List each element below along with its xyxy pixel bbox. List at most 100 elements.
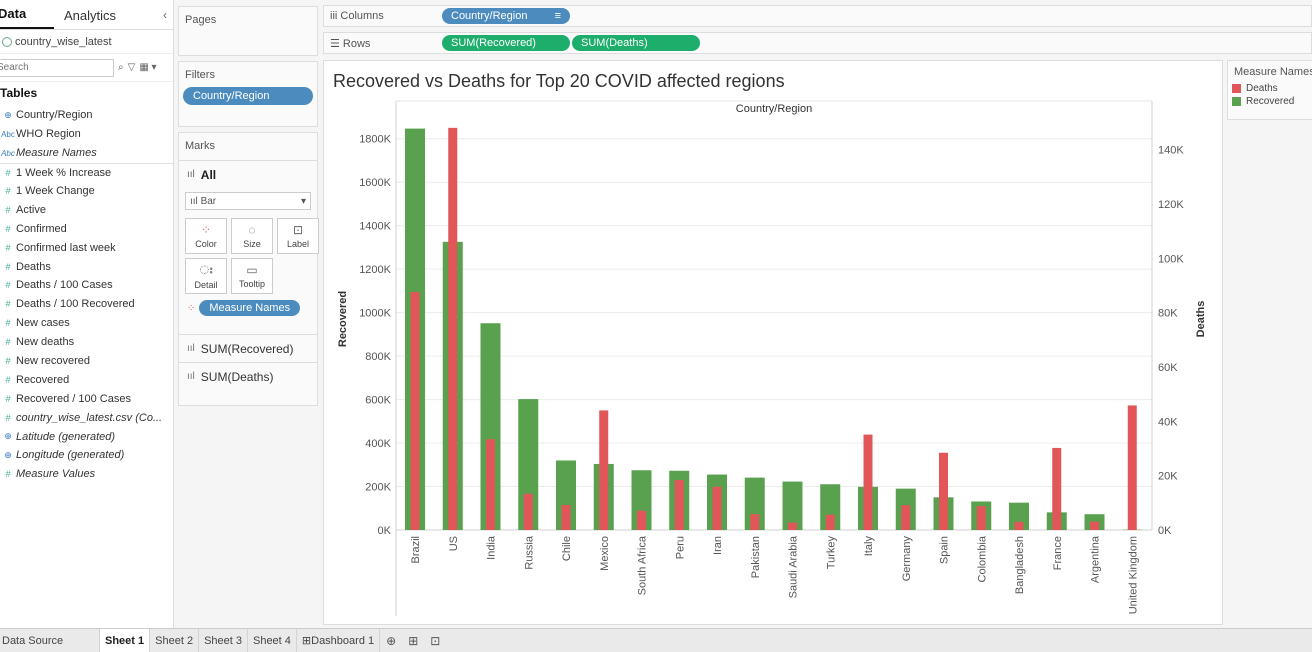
filter-icon[interactable]: ▽	[127, 62, 136, 73]
bar-deaths	[523, 493, 533, 530]
marks-row-recovered[interactable]: ııl SUM(Recovered)	[179, 334, 317, 362]
marks-row-deaths[interactable]: ııl SUM(Deaths)	[179, 362, 317, 390]
field-item[interactable]: ⊕ Longitude (generated)	[0, 446, 173, 465]
field-label: country_wise_latest.csv (Co...	[16, 411, 163, 424]
datasource-item[interactable]: country_wise_latest	[0, 30, 173, 54]
field-item[interactable]: # New cases	[0, 314, 173, 333]
field-label: New cases	[16, 317, 70, 330]
new-sheet-icon[interactable]: ⊕	[386, 633, 397, 648]
label-icon: ⊡	[292, 223, 304, 237]
field-item[interactable]: # Deaths	[0, 257, 173, 276]
category-label: Germany	[901, 536, 913, 582]
left-tick-label: 1800K	[359, 134, 391, 146]
field-item[interactable]: ⊕ Latitude (generated)	[0, 427, 173, 446]
rows-pill-recovered[interactable]: SUM(Recovered)	[442, 35, 570, 51]
columns-shelf[interactable]: iii Columns Country/Region ≡	[323, 5, 1312, 27]
filter-pill-country[interactable]: Country/Region	[183, 87, 313, 105]
field-label: Deaths	[16, 260, 51, 273]
field-item[interactable]: #1 Week % Increase	[0, 162, 173, 182]
bar-recovered	[1009, 502, 1029, 530]
bar-recovered	[631, 470, 652, 530]
right-tick-label: 100K	[1158, 253, 1184, 265]
detail-icon: ഃ	[199, 262, 213, 277]
field-item[interactable]: Abc Measure Names	[0, 144, 173, 163]
field-item[interactable]: # country_wise_latest.csv (Co...	[0, 408, 173, 427]
new-story-icon[interactable]: ⊡	[430, 633, 441, 648]
rows-shelf[interactable]: ☰ Rows SUM(Recovered) SUM(Deaths)	[323, 32, 1312, 54]
field-item[interactable]: Abc WHO Region	[0, 125, 173, 144]
globe-icon: ⊕	[4, 431, 12, 442]
category-label: Pakistan	[750, 536, 762, 578]
tab-data-source[interactable]: Data Source	[0, 628, 100, 652]
rows-icon: ☰	[330, 37, 343, 50]
field-item[interactable]: # Measure Values	[0, 465, 173, 484]
color-pill-row: ⁘ Measure Names	[179, 298, 317, 324]
new-dashboard-icon[interactable]: ⊞	[408, 633, 419, 648]
tooltip-button[interactable]: ▭ Tooltip	[231, 258, 273, 294]
category-label: Colombia	[976, 535, 988, 582]
field-item[interactable]: # Confirmed	[0, 219, 173, 238]
bar-recovered	[518, 399, 539, 530]
legend-item-deaths[interactable]: Deaths	[1228, 82, 1312, 95]
pages-card[interactable]: Pages	[178, 6, 318, 56]
marks-button-grid: ⁘ Color ◌ Size ⊡ Label ഃ Detail ▭ Toolti…	[179, 214, 319, 298]
bar-recovered	[782, 481, 803, 530]
bar-deaths	[674, 479, 684, 530]
size-button[interactable]: ◌ Size	[231, 218, 273, 254]
field-item[interactable]: # New recovered	[0, 352, 173, 371]
field-label: New deaths	[16, 336, 75, 349]
detail-button[interactable]: ഃ Detail	[185, 258, 227, 294]
left-tick-label: 1600K	[359, 177, 391, 189]
color-button[interactable]: ⁘ Color	[185, 218, 227, 254]
right-tick-label: 80K	[1158, 308, 1178, 320]
tab-sheet-4[interactable]: Sheet 4	[248, 628, 297, 652]
legend-item-recovered[interactable]: Recovered	[1228, 95, 1312, 108]
left-tick-label: 400K	[365, 438, 391, 450]
field-item[interactable]: # Deaths / 100 Recovered	[0, 295, 173, 314]
field-item[interactable]: # Recovered / 100 Cases	[0, 389, 173, 408]
field-label: WHO Region	[16, 128, 81, 141]
tab-dashboard-1[interactable]: ⊞ Dashboard 1	[297, 628, 381, 652]
category-label: Italy	[863, 536, 875, 557]
collapse-pane-icon[interactable]: ‹	[163, 8, 167, 22]
marks-all-row[interactable]: ııl All	[179, 160, 317, 188]
label-button-label: Label	[286, 239, 310, 249]
field-item[interactable]: # Deaths / 100 Cases	[0, 276, 173, 295]
bar-deaths	[561, 505, 571, 530]
columns-pill-text: Country/Region	[451, 10, 528, 22]
view-options-icon[interactable]: ▦ ▾	[139, 62, 157, 73]
field-item[interactable]: # Active	[0, 200, 173, 219]
data-pane-tabs: Data Analytics ‹	[0, 0, 173, 30]
columns-pill-country[interactable]: Country/Region ≡	[442, 8, 570, 24]
bar-deaths	[637, 510, 646, 530]
field-label: Country/Region	[16, 109, 93, 122]
number-type-icon: #	[5, 280, 11, 291]
field-item[interactable]: # Confirmed last week	[0, 238, 173, 257]
label-button[interactable]: ⊡ Label	[277, 218, 319, 254]
tab-sheet-3[interactable]: Sheet 3	[199, 628, 248, 652]
legend-swatch-recovered	[1232, 97, 1241, 106]
bar-deaths	[1014, 521, 1024, 530]
measure-names-pill[interactable]: Measure Names	[199, 300, 301, 316]
chevron-down-icon: ▾	[300, 195, 306, 207]
field-item[interactable]: #1 Week Change	[0, 182, 173, 201]
category-label: Bangladesh	[1014, 536, 1026, 594]
search-input[interactable]	[0, 58, 114, 77]
mark-type-select[interactable]: ııl Bar ▾	[185, 192, 311, 210]
search-icon[interactable]: ⌕	[118, 62, 124, 73]
bar-deaths	[410, 291, 420, 530]
tab-sheet-1[interactable]: Sheet 1	[100, 628, 151, 652]
chart-panel: Country/Region 0K 200K 400K 600K 800K 1000K 120…	[323, 60, 1223, 625]
tab-data[interactable]: Data	[0, 6, 54, 29]
tables-heading: Tables	[0, 86, 38, 100]
field-item[interactable]: # Recovered	[0, 370, 173, 389]
legend-label-deaths: Deaths	[1246, 83, 1278, 94]
field-item[interactable]: ⊕ Country/Region	[0, 106, 173, 125]
tab-analytics[interactable]: Analytics	[64, 8, 117, 23]
number-type-icon: #	[5, 242, 11, 253]
bar-chart-icon: ııl	[187, 371, 195, 382]
tab-sheet-2[interactable]: Sheet 2	[150, 628, 200, 652]
rows-pill-deaths[interactable]: SUM(Deaths)	[572, 35, 700, 51]
field-item[interactable]: # New deaths	[0, 333, 173, 352]
